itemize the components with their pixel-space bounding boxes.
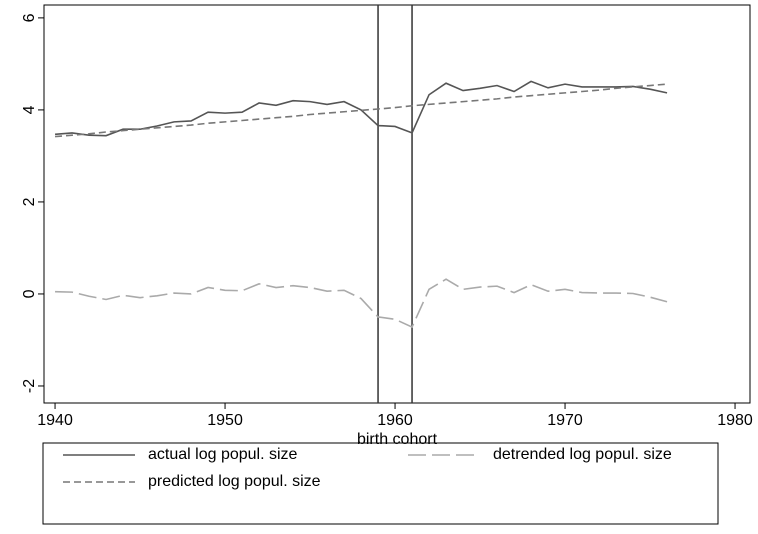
- y-tick-label: 0: [21, 289, 38, 298]
- x-tick-label: 1970: [547, 412, 583, 429]
- x-tick-label: 1960: [377, 412, 413, 429]
- series-line: [55, 278, 668, 329]
- x-tick-label: 1950: [207, 412, 243, 429]
- x-tick-label: 1940: [37, 412, 73, 429]
- legend-box: [42, 442, 719, 525]
- plot-frame: [43, 4, 751, 404]
- y-tick-label: 2: [21, 197, 38, 206]
- x-tick-label: 1980: [717, 412, 753, 429]
- legend-label: actual log popul. size: [148, 446, 298, 463]
- series-line: [54, 83, 668, 138]
- series-line: [54, 80, 668, 137]
- y-tick-label: -2: [21, 379, 38, 393]
- legend-label: predicted log popul. size: [148, 473, 321, 490]
- x-axis-label: birth cohort: [357, 431, 438, 448]
- legend-label: detrended log popul. size: [493, 446, 672, 463]
- y-tick-label: 4: [21, 105, 38, 114]
- y-tick-label: 6: [21, 13, 38, 22]
